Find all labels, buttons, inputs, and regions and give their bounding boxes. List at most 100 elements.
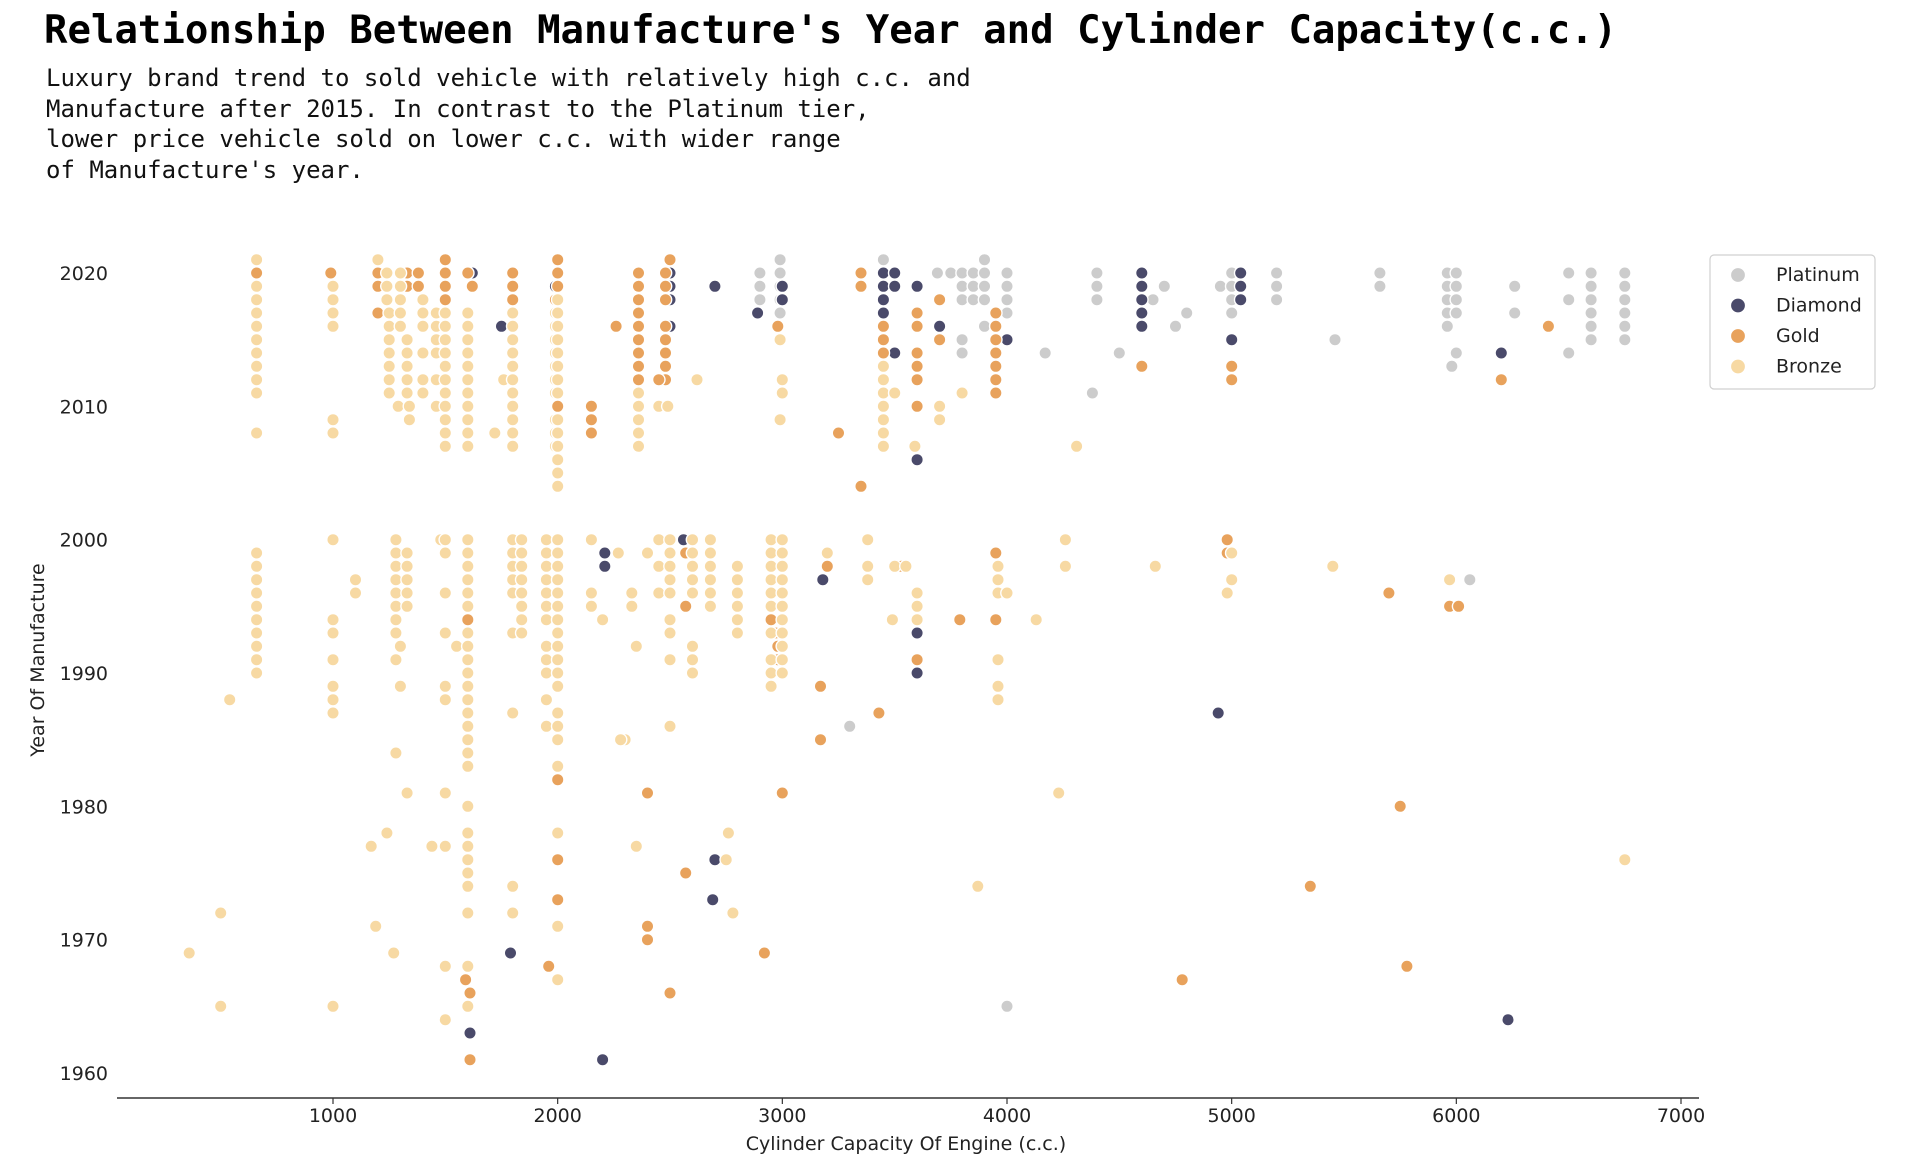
data-point <box>1134 319 1149 334</box>
data-point <box>775 546 790 560</box>
data-point <box>1220 586 1235 600</box>
data-point <box>550 679 565 694</box>
legend-box <box>1709 254 1876 390</box>
data-point <box>222 692 237 707</box>
data-point <box>773 252 787 267</box>
data-point <box>876 332 891 347</box>
data-point <box>370 306 385 320</box>
data-point <box>584 399 599 414</box>
data-point <box>400 572 414 587</box>
data-point <box>640 932 655 947</box>
data-point <box>460 879 475 894</box>
data-point <box>550 759 565 774</box>
data-point <box>813 732 828 747</box>
chart-title: Relationship Between Manufacture's Year … <box>44 8 1618 53</box>
data-point <box>876 319 891 334</box>
data-point <box>955 386 969 400</box>
data-point <box>1000 999 1014 1014</box>
y-tick-label: 1990 <box>60 663 108 685</box>
data-point <box>1617 292 1632 307</box>
data-point <box>1617 332 1632 347</box>
data-point <box>460 826 475 840</box>
data-point <box>249 666 264 680</box>
data-point <box>505 439 520 454</box>
data-point <box>411 279 426 294</box>
data-point <box>663 572 677 587</box>
data-point <box>1617 306 1632 320</box>
data-point <box>1561 346 1576 360</box>
data-point <box>438 279 453 294</box>
data-point <box>658 279 673 294</box>
data-point <box>1000 292 1014 307</box>
data-point <box>932 319 947 334</box>
data-point <box>438 532 453 547</box>
data-point <box>460 412 475 427</box>
data-point <box>977 266 992 280</box>
data-point <box>1233 266 1248 280</box>
data-point <box>876 346 891 360</box>
data-point <box>685 546 700 560</box>
data-point <box>505 359 520 374</box>
data-point <box>438 306 453 320</box>
data-point <box>400 359 414 374</box>
data-point <box>1494 372 1509 387</box>
legend-marker <box>1729 266 1747 284</box>
data-point <box>631 372 646 387</box>
data-point <box>326 692 340 707</box>
data-point <box>370 252 385 267</box>
data-point <box>658 359 673 374</box>
legend: Platinum Diamond Gold Bronze <box>1709 254 1876 390</box>
data-point <box>1442 572 1457 587</box>
data-point <box>550 306 565 320</box>
data-point <box>887 266 902 280</box>
y-tick-label: 1960 <box>60 1063 108 1085</box>
data-point <box>465 279 480 294</box>
data-point <box>379 292 394 307</box>
data-point <box>438 959 453 974</box>
data-point <box>400 346 414 360</box>
data-point <box>1090 266 1104 280</box>
data-point <box>910 279 924 294</box>
data-point <box>910 666 924 680</box>
data-point <box>813 679 828 694</box>
x-tick-label: 3000 <box>758 1105 806 1127</box>
data-point <box>1233 279 1248 294</box>
data-point <box>415 346 430 360</box>
data-point <box>932 292 947 307</box>
data-point <box>753 279 767 294</box>
data-point <box>663 559 677 574</box>
data-point <box>550 719 565 734</box>
data-point <box>775 372 790 387</box>
data-point <box>1179 306 1194 320</box>
data-point <box>388 746 403 760</box>
data-point <box>249 559 264 574</box>
data-points <box>182 252 1632 1067</box>
data-point <box>624 599 639 614</box>
data-point <box>775 786 790 800</box>
data-point <box>910 586 924 600</box>
data-point <box>970 879 985 894</box>
data-point <box>988 346 1003 360</box>
data-point <box>854 479 868 494</box>
data-point <box>460 999 475 1014</box>
data-point <box>1507 279 1522 294</box>
data-point <box>550 359 565 374</box>
data-point <box>539 652 554 667</box>
data-point <box>1224 372 1239 387</box>
data-point <box>438 839 453 854</box>
data-point <box>876 372 891 387</box>
data-point <box>514 586 529 600</box>
data-point <box>658 266 673 280</box>
data-point <box>249 306 264 320</box>
data-point <box>438 266 453 280</box>
data-point <box>550 666 565 680</box>
data-point <box>539 572 554 587</box>
data-point <box>631 412 646 427</box>
data-point <box>539 639 554 654</box>
data-point <box>663 719 677 734</box>
data-point <box>460 759 475 774</box>
data-point <box>460 746 475 760</box>
data-point <box>1584 332 1599 347</box>
data-point <box>514 572 529 587</box>
data-point <box>505 399 520 414</box>
